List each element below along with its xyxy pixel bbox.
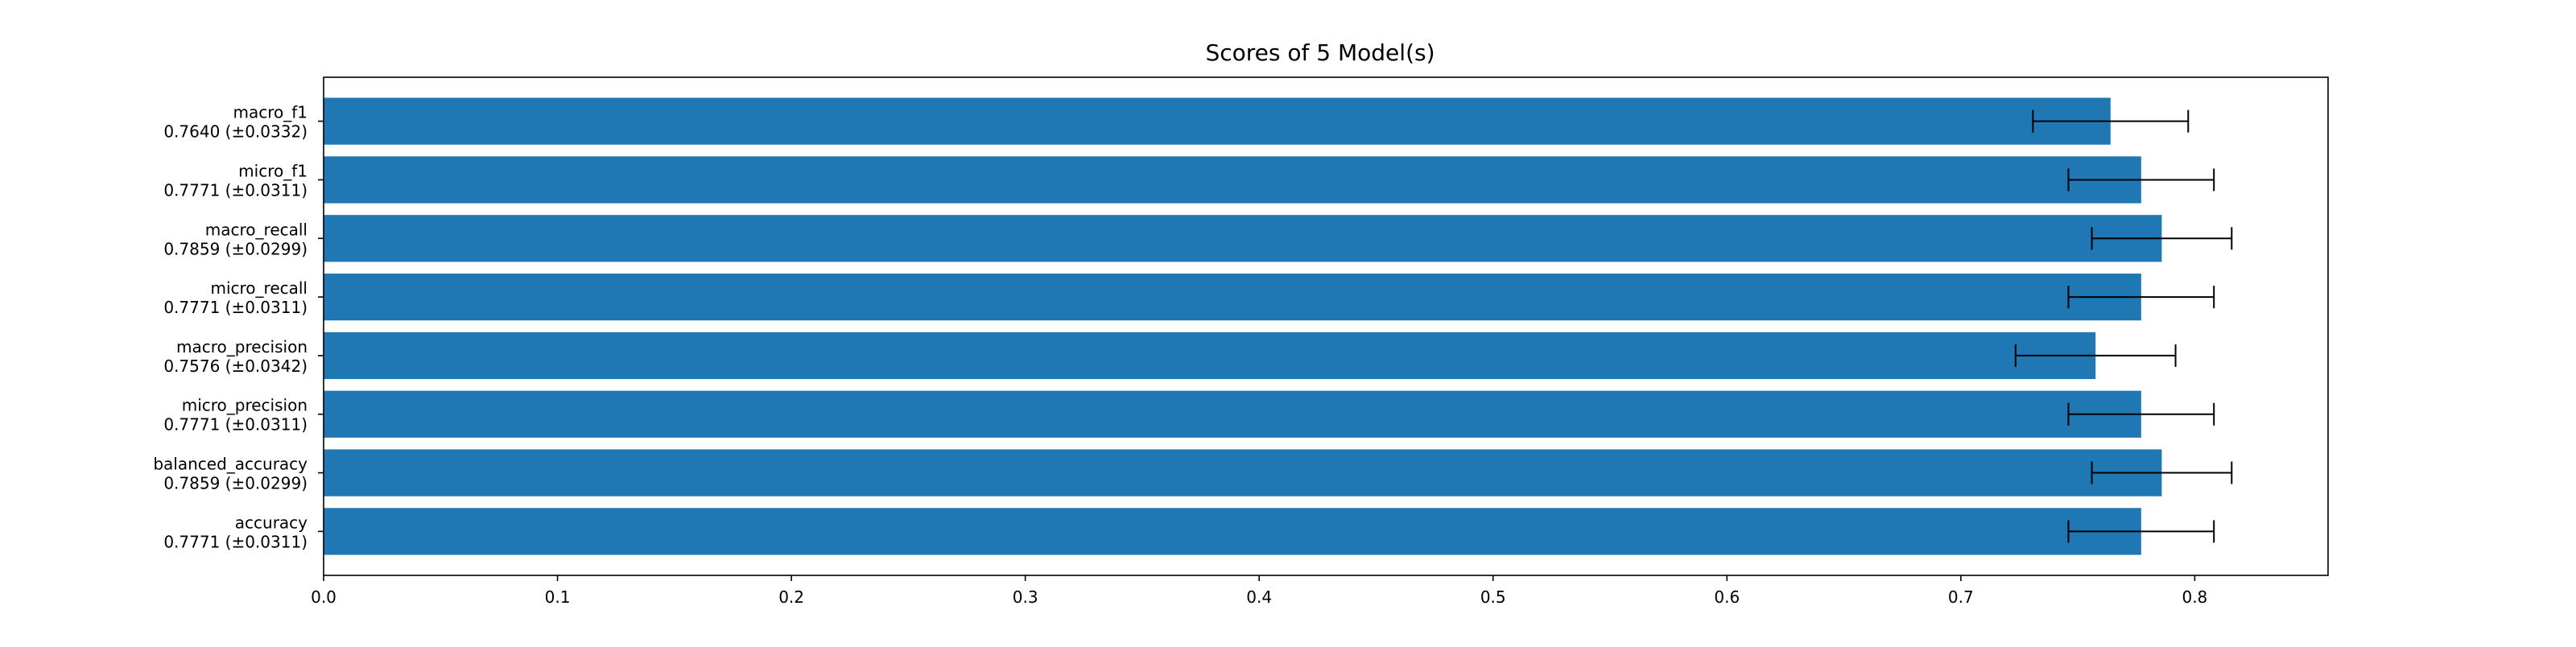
bar-accuracy — [324, 508, 2141, 555]
errorbar-macro-recall — [2091, 227, 2233, 250]
errorbar-micro-recall — [2067, 286, 2215, 309]
y-tick-value-micro-recall: 0.7771 (±0.0311) — [163, 298, 308, 317]
x-tick-label: 0.2 — [778, 587, 804, 607]
plot-frame — [323, 76, 2329, 576]
y-tick-value-balanced-accuracy: 0.7859 (±0.0299) — [163, 474, 308, 493]
errorbar-micro-f1 — [2067, 168, 2215, 192]
x-tick-label: 0.7 — [1948, 587, 1974, 607]
y-tick-value-macro-precision: 0.7576 (±0.0342) — [163, 356, 308, 376]
errorbar-macro-f1 — [2032, 109, 2190, 133]
y-tick-value-micro-precision: 0.7771 (±0.0311) — [163, 415, 308, 435]
bar-balanced-accuracy — [324, 449, 2162, 497]
x-tick-label: 0.0 — [311, 587, 336, 607]
bar-macro-f1 — [324, 97, 2111, 145]
errorbar-macro-precision — [2014, 344, 2177, 367]
bars-layer — [324, 97, 2162, 555]
errorbars-layer — [2014, 109, 2233, 543]
bar-macro-precision — [324, 332, 2096, 380]
errorbar-micro-precision — [2067, 402, 2215, 426]
x-tick-label: 0.5 — [1480, 587, 1506, 607]
y-tick-value-accuracy: 0.7771 (±0.0311) — [163, 532, 308, 551]
errorbar-balanced-accuracy — [2091, 461, 2233, 484]
errorbar-accuracy — [2067, 520, 2215, 543]
y-tick-label-micro-recall: micro_recall — [210, 278, 308, 298]
chart-title: Scores of 5 Model(s) — [1205, 39, 1435, 66]
bar-micro-f1 — [324, 156, 2141, 204]
x-tick-label: 0.3 — [1013, 587, 1038, 607]
y-tick-value-macro-recall: 0.7859 (±0.0299) — [163, 239, 308, 258]
x-tick-label: 0.4 — [1246, 587, 1272, 607]
x-tick-label: 0.1 — [545, 587, 571, 607]
x-tick-label: 0.8 — [2182, 587, 2207, 607]
y-tick-label-macro-precision: macro_precision — [176, 337, 308, 356]
y-axis: macro_f10.7640 (±0.0332)micro_f10.7771 (… — [153, 103, 324, 551]
y-tick-value-macro-f1: 0.7640 (±0.0332) — [163, 122, 308, 142]
y-tick-value-micro-f1: 0.7771 (±0.0311) — [163, 180, 308, 200]
x-axis: 0.0 0.1 0.2 0.3 0.4 0.5 0.6 0.7 0.8 — [311, 575, 2207, 607]
x-tick-label: 0.6 — [1714, 587, 1740, 607]
bar-macro-recall — [324, 215, 2162, 262]
bar-micro-precision — [324, 390, 2141, 438]
y-tick-label-micro-f1: micro_f1 — [238, 161, 308, 180]
y-tick-label-accuracy: accuracy — [235, 513, 308, 532]
y-tick-label-balanced-accuracy: balanced_accuracy — [153, 455, 308, 474]
y-tick-label-macro-recall: macro_recall — [205, 220, 308, 239]
y-tick-label-micro-precision: micro_precision — [182, 396, 308, 415]
y-tick-label-macro-f1: macro_f1 — [233, 103, 308, 122]
bar-micro-recall — [324, 273, 2141, 321]
